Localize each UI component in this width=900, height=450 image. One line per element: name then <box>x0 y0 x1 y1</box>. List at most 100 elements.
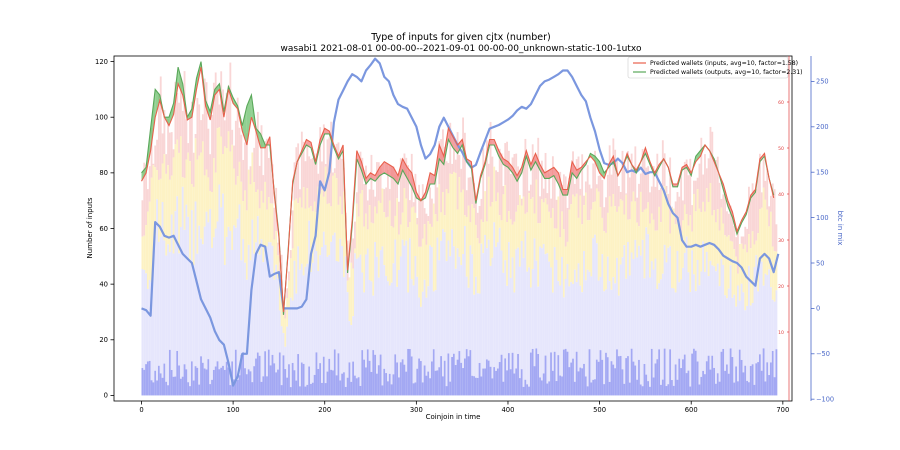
bar-segment <box>636 257 639 380</box>
bar-segment <box>205 82 208 170</box>
bar-segment <box>148 279 151 361</box>
bar-segment <box>603 291 606 385</box>
bar-segment <box>311 262 314 383</box>
bar-segment <box>365 213 367 255</box>
bar-segment <box>581 224 584 293</box>
bar-segment <box>471 204 474 255</box>
bar-segment <box>621 150 624 201</box>
bar-segment <box>564 176 567 247</box>
bar-segment <box>355 258 358 379</box>
bar-segment <box>311 382 314 396</box>
bar-segment <box>387 281 389 382</box>
bar-segment <box>489 265 492 367</box>
bar-segment <box>445 161 448 190</box>
bar-segment <box>143 269 146 370</box>
y-tick-label: 20 <box>99 336 108 344</box>
bar-segment <box>242 238 245 353</box>
bar-segment <box>705 361 708 396</box>
bar-segment <box>361 190 364 273</box>
bar-segment <box>529 199 532 288</box>
y-tick-label: 80 <box>99 169 108 177</box>
bar-segment <box>365 254 367 368</box>
bar-segment <box>377 365 380 396</box>
bar-segment <box>146 189 149 212</box>
bar-segment <box>713 210 716 267</box>
bar-segment <box>465 190 468 217</box>
bar-segment <box>616 161 618 212</box>
bar-segment <box>537 353 540 396</box>
x-tick-label: 500 <box>593 406 606 414</box>
bar-segment <box>460 168 463 193</box>
bar-segment <box>476 238 479 294</box>
bar-segment <box>368 189 371 206</box>
bar-segment <box>161 202 164 378</box>
bar-segment <box>599 207 602 277</box>
bar-segment <box>203 175 206 227</box>
bar-segment <box>427 221 430 287</box>
bar-segment <box>168 179 171 253</box>
bar-segment <box>623 214 626 246</box>
bar-segment <box>755 255 758 364</box>
bar-segment <box>568 367 571 396</box>
bar-segment <box>216 128 219 222</box>
between-fill-segment <box>682 164 687 171</box>
bar-segment <box>595 188 598 244</box>
bar-segment <box>707 276 710 356</box>
bar-segment <box>656 153 659 231</box>
between-fill-segment <box>388 164 394 179</box>
bar-segment <box>693 348 695 396</box>
bar-segment <box>691 250 694 354</box>
bar-segment <box>566 351 569 396</box>
bar-segment <box>682 359 684 396</box>
bar-segment <box>744 226 747 245</box>
bar-segment <box>667 384 670 396</box>
bar-segment <box>588 184 591 221</box>
bar-segment <box>352 316 355 362</box>
bar-segment <box>630 252 633 349</box>
bar-segment <box>471 254 474 376</box>
bar-segment <box>583 195 585 206</box>
between-fill-segment <box>393 167 399 184</box>
bar-segment <box>770 211 772 288</box>
bar-segment <box>539 196 541 224</box>
bar-segment <box>628 177 631 220</box>
bar-segment <box>324 163 327 167</box>
bar-segment <box>583 363 585 396</box>
bar-segment <box>535 260 538 349</box>
bar-segment <box>485 140 488 222</box>
bar-segment <box>760 261 763 371</box>
y2-tick-label: 0 <box>816 305 820 313</box>
bar-segment <box>194 134 197 139</box>
bar-segment <box>621 369 624 396</box>
bar-segment <box>332 235 334 371</box>
bar-segment <box>759 209 761 258</box>
bar-segment <box>245 133 248 211</box>
bar-segment <box>310 206 312 273</box>
bar-segment <box>302 187 305 276</box>
legend-box <box>627 56 789 79</box>
bar-segment <box>423 365 426 396</box>
between-fill-segment <box>430 172 435 184</box>
bar-segment <box>443 146 446 216</box>
bar-segment <box>592 379 595 396</box>
bar-segment <box>392 166 395 228</box>
bar-segment <box>548 381 551 396</box>
bar-segment <box>289 387 292 396</box>
bar-segment <box>326 139 329 204</box>
bar-segment <box>297 246 300 355</box>
bar-segment <box>504 358 507 396</box>
bar-segment <box>449 173 452 257</box>
bar-segment <box>244 190 246 263</box>
bar-segment <box>729 265 732 349</box>
bar-segment <box>425 375 428 396</box>
bar-segment <box>634 365 637 396</box>
bar-segment <box>471 375 474 396</box>
bar-segment <box>551 370 554 396</box>
bar-segment <box>625 194 628 279</box>
bar-segment <box>704 154 706 212</box>
bar-segment <box>678 196 681 228</box>
bar-segment <box>476 212 479 239</box>
bar-segment <box>449 122 452 174</box>
bar-segment <box>315 153 318 213</box>
bar-segment <box>218 104 221 128</box>
